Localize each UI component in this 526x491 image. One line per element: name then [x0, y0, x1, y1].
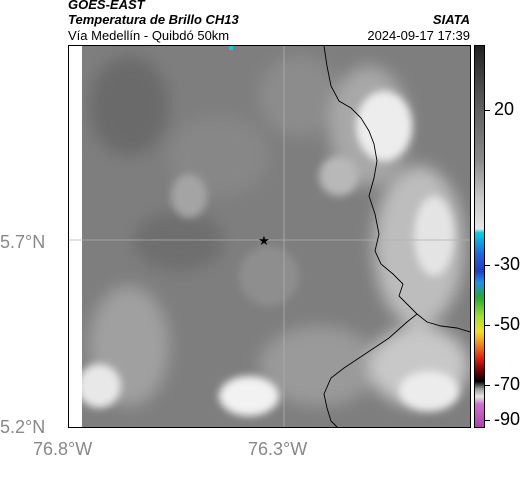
product-title: Temperatura de Brillo CH13 — [68, 12, 239, 27]
colorbar-tick — [485, 110, 490, 111]
colorbar-label: -70 — [494, 374, 521, 394]
satellite-image: ★ — [69, 46, 470, 427]
colorbar-label: 20 — [494, 99, 515, 119]
lon-label-76-8: 76.8°W — [33, 439, 93, 459]
admin-border-line — [323, 313, 418, 427]
lat-label-5-7: 5.7°N — [0, 232, 46, 252]
colorbar-label: -90 — [494, 409, 521, 429]
lon-label-76-3: 76.3°W — [248, 439, 308, 459]
agency-label: SIATA — [432, 12, 470, 27]
colorbar-label: -50 — [494, 314, 521, 334]
region-subtitle: Vía Medellín - Quibdó 50km — [68, 28, 230, 43]
colorbar-tick — [485, 420, 490, 421]
star-icon[interactable]: ★ — [258, 234, 270, 249]
lat-label-5-2: 5.2°N — [0, 417, 46, 437]
colorbar — [474, 45, 485, 428]
timestamp-label: 2024-09-17 17:39 — [367, 28, 470, 43]
colorbar-tick — [485, 265, 490, 266]
map-panel[interactable]: ★ — [68, 45, 471, 428]
admin-border-line — [323, 46, 470, 333]
satellite-title: GOES-EAST — [68, 0, 145, 12]
colorbar-tick — [485, 385, 490, 386]
colorbar-tick — [485, 325, 490, 326]
colorbar-label: -30 — [494, 254, 521, 274]
